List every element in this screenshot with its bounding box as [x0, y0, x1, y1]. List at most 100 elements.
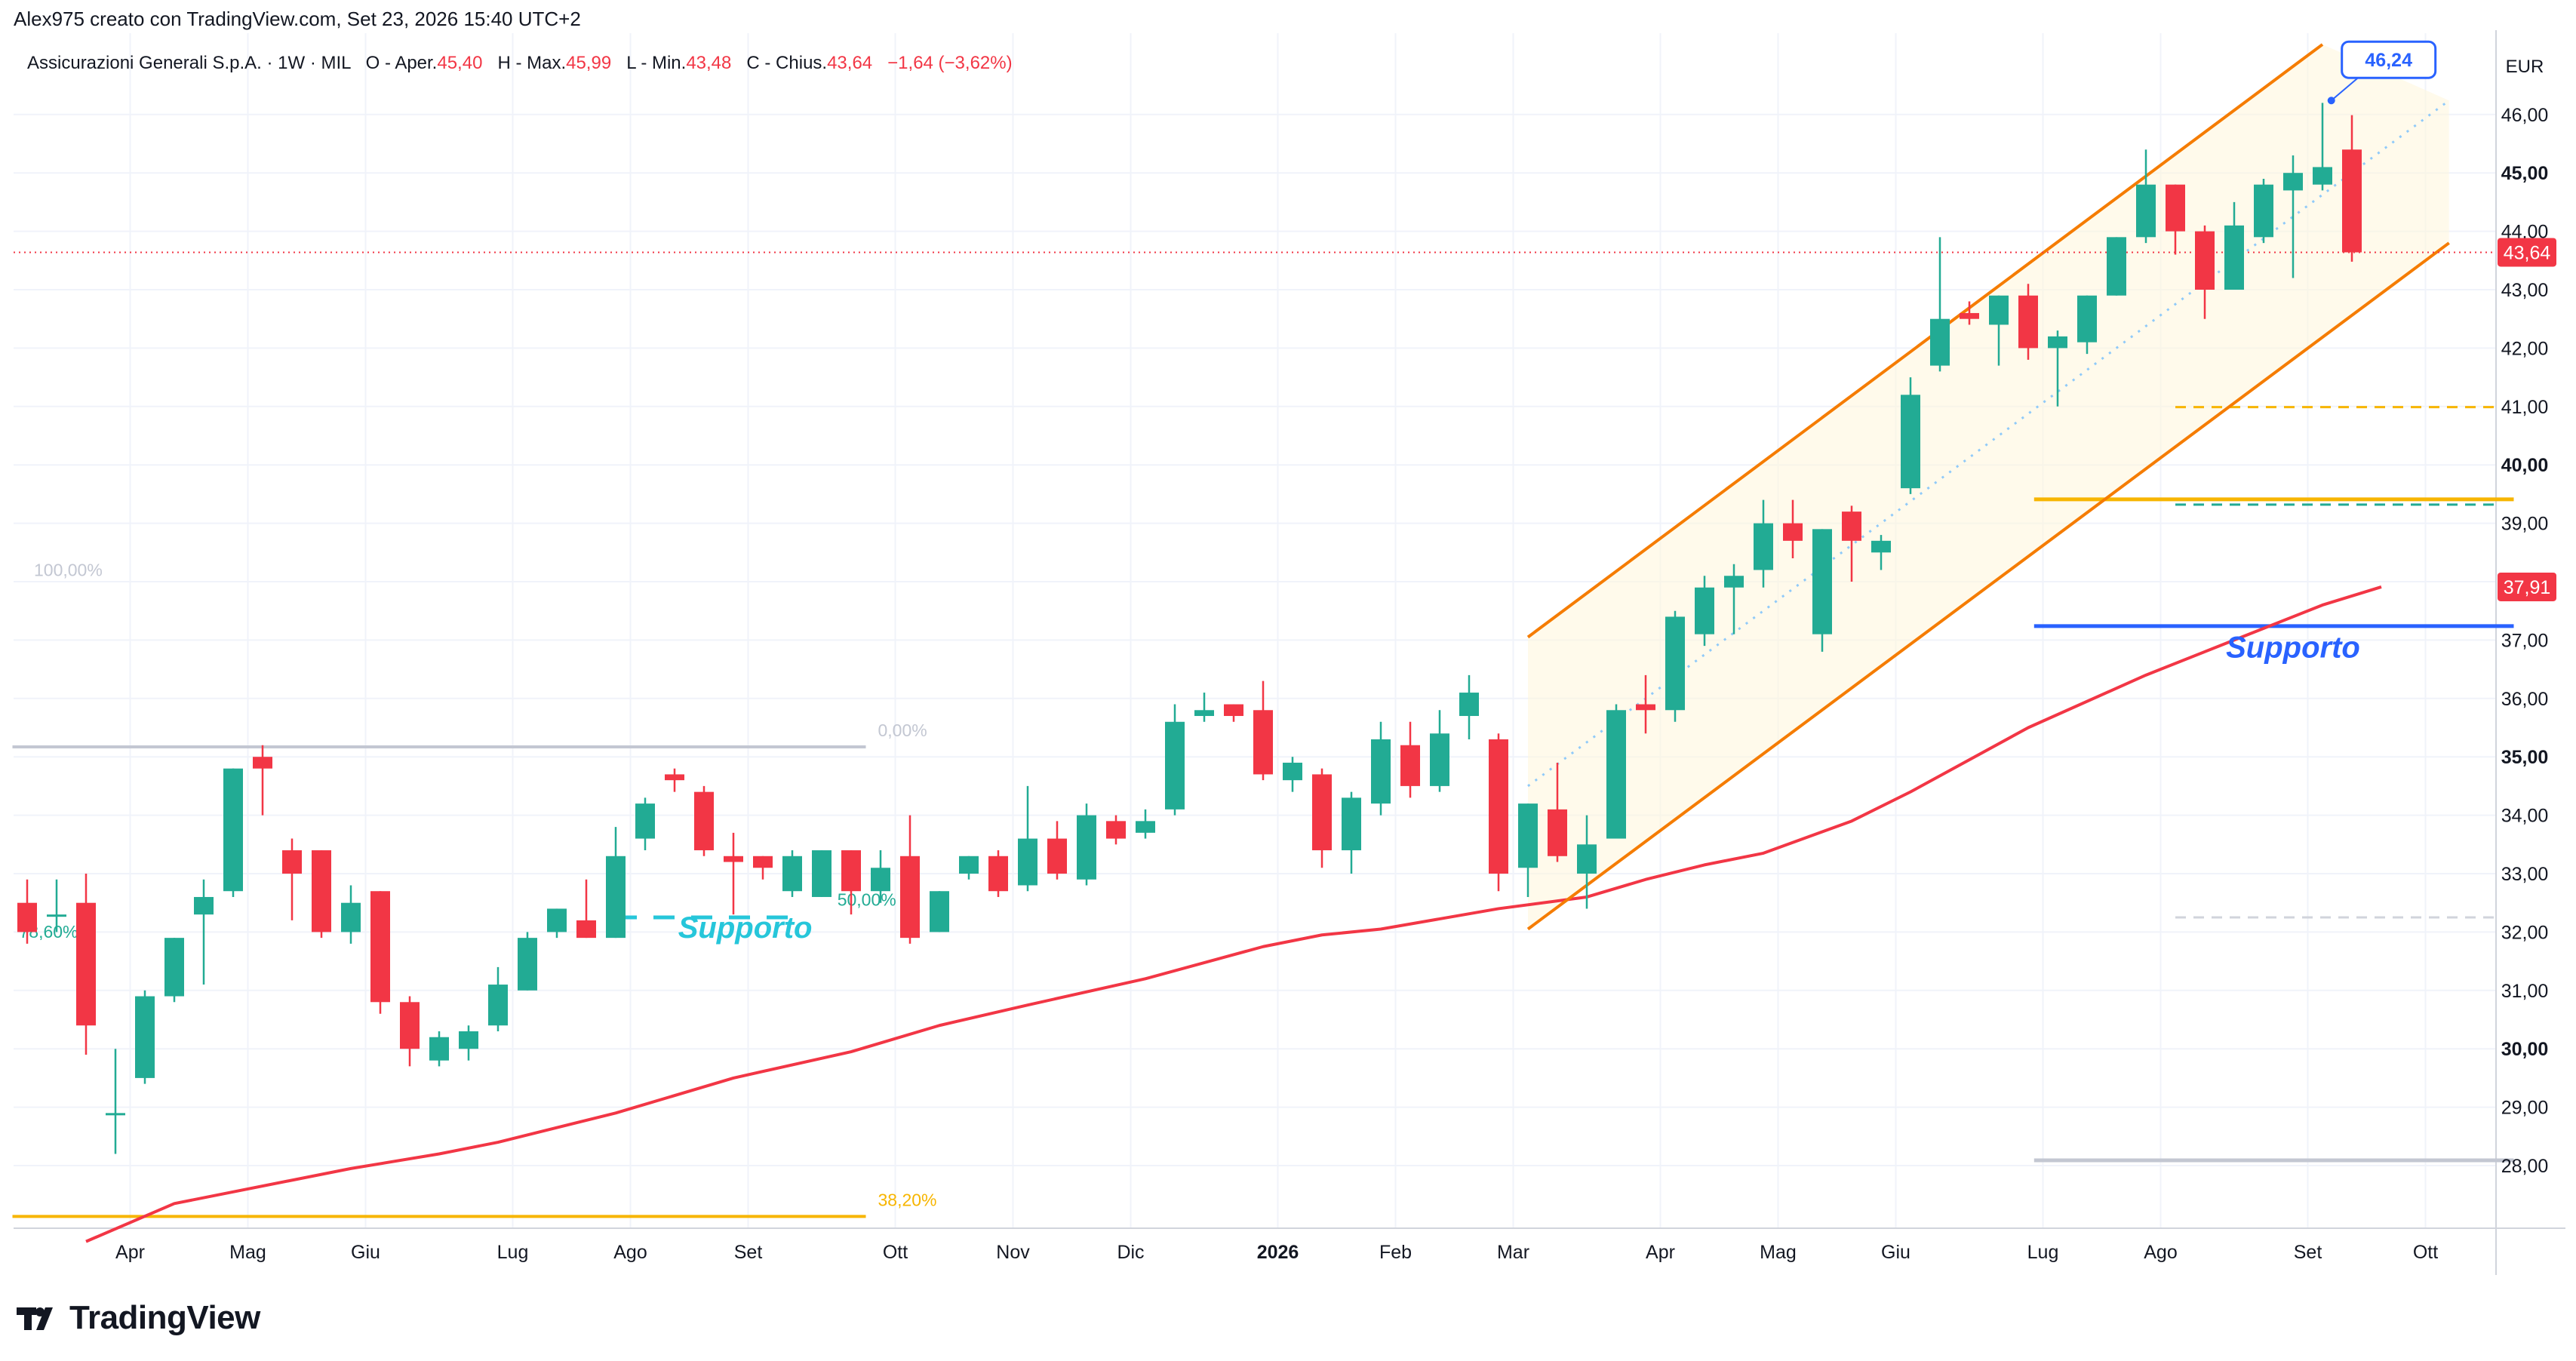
candle[interactable]: [1989, 295, 2009, 366]
candle[interactable]: [1371, 721, 1391, 816]
candle[interactable]: [253, 745, 272, 816]
candle-body: [488, 985, 508, 1026]
candle[interactable]: [2195, 225, 2215, 319]
candle[interactable]: [2107, 237, 2126, 296]
candle[interactable]: [1077, 803, 1096, 886]
candle[interactable]: [1548, 762, 1567, 862]
candle[interactable]: [1136, 809, 1155, 839]
candle[interactable]: [2048, 330, 2067, 407]
candle[interactable]: [429, 1031, 449, 1067]
candle[interactable]: [341, 885, 361, 944]
price-axis[interactable]: 28,00 29,00 30,00 31,00 32,00 33,00 34,00 35,00…: [2501, 57, 2549, 1177]
candle[interactable]: [724, 832, 743, 915]
candle[interactable]: [547, 908, 567, 939]
candle[interactable]: [106, 1049, 125, 1154]
candle[interactable]: [1724, 564, 1744, 634]
candle[interactable]: [282, 838, 302, 920]
moving-average-line[interactable]: [85, 585, 2382, 1243]
candle[interactable]: [2077, 295, 2097, 355]
candle[interactable]: [459, 1025, 478, 1061]
candle[interactable]: [1224, 704, 1243, 722]
candle[interactable]: [665, 768, 684, 792]
candle[interactable]: [370, 891, 390, 1014]
candle[interactable]: [576, 879, 596, 939]
candle[interactable]: [1754, 499, 1773, 588]
candle[interactable]: [2018, 284, 2038, 360]
candle[interactable]: [988, 850, 1008, 897]
candle[interactable]: [930, 891, 949, 932]
candle[interactable]: [1342, 791, 1361, 874]
candle[interactable]: [1783, 499, 1803, 559]
candle[interactable]: [1812, 529, 1832, 652]
candle[interactable]: [1842, 505, 1861, 582]
candle[interactable]: [135, 990, 155, 1084]
symbol-name[interactable]: Assicurazioni Generali S.p.A.: [27, 53, 262, 73]
candle-body: [930, 891, 949, 932]
candle[interactable]: [1106, 815, 1126, 845]
candle[interactable]: [2136, 149, 2156, 244]
candle[interactable]: [1165, 704, 1185, 816]
time-axis[interactable]: Apr Mag Giu Lug Ago Set Ott Nov Dic 2026 Feb Mar Apr…: [115, 1242, 2438, 1263]
candle[interactable]: [1577, 815, 1597, 909]
candle[interactable]: [2313, 103, 2332, 191]
supporto-annotation[interactable]: Supporto: [678, 911, 813, 945]
candle[interactable]: [959, 856, 979, 880]
candle-body: [1371, 739, 1391, 804]
candle[interactable]: [606, 827, 626, 939]
candle-body: [2313, 167, 2332, 185]
candle[interactable]: [1400, 721, 1420, 798]
channel-lower-line[interactable]: [1526, 241, 2450, 931]
candle[interactable]: [2224, 201, 2244, 290]
candle[interactable]: [1047, 821, 1067, 880]
candle[interactable]: [1636, 674, 1655, 734]
candle[interactable]: [635, 797, 655, 851]
candle-body: [1518, 803, 1538, 868]
candle[interactable]: [17, 879, 37, 944]
candle[interactable]: [2342, 115, 2362, 262]
candle[interactable]: [694, 785, 714, 856]
candle[interactable]: [312, 850, 331, 939]
candle[interactable]: [194, 879, 214, 985]
candle[interactable]: [812, 850, 832, 897]
candle[interactable]: [782, 850, 802, 897]
candle[interactable]: [1901, 377, 1920, 494]
candle-body: [1636, 704, 1655, 711]
tradingview-logo[interactable]: TradingView: [17, 1299, 260, 1337]
price-axis-tick-label: 42,00: [2501, 338, 2549, 359]
candle[interactable]: [2254, 178, 2273, 244]
candle[interactable]: [2283, 155, 2303, 278]
callout-box[interactable]: [2341, 40, 2437, 79]
candle[interactable]: [1459, 674, 1479, 739]
candle[interactable]: [164, 938, 184, 1003]
candle[interactable]: [518, 932, 537, 991]
candle[interactable]: [1695, 576, 1714, 647]
candle[interactable]: [1018, 785, 1037, 892]
supporto-annotation[interactable]: Supporto: [2226, 631, 2360, 665]
candle[interactable]: [76, 874, 96, 1055]
candle[interactable]: [1312, 768, 1332, 868]
candle[interactable]: [1665, 610, 1685, 722]
candle[interactable]: [1518, 803, 1538, 897]
candle[interactable]: [1283, 757, 1302, 792]
candle[interactable]: [47, 879, 66, 932]
candle[interactable]: [1489, 733, 1508, 892]
channel-upper-line[interactable]: [1526, 43, 2324, 639]
candle[interactable]: [1253, 680, 1273, 781]
candle[interactable]: [900, 815, 920, 944]
candle[interactable]: [1194, 693, 1214, 722]
candle[interactable]: [1960, 301, 1979, 325]
candle[interactable]: [488, 966, 508, 1031]
candle[interactable]: [1871, 535, 1891, 570]
candle[interactable]: [1430, 710, 1449, 792]
candle[interactable]: [753, 856, 773, 880]
candle[interactable]: [2166, 184, 2185, 255]
candle-body: [194, 896, 214, 915]
candle[interactable]: [400, 996, 420, 1067]
candle[interactable]: [1930, 237, 1950, 372]
candle[interactable]: [1606, 704, 1626, 839]
time-axis-tick-label: Dic: [1117, 1242, 1144, 1263]
candle[interactable]: [223, 768, 243, 897]
candle[interactable]: [841, 850, 861, 915]
candle[interactable]: [871, 850, 890, 903]
